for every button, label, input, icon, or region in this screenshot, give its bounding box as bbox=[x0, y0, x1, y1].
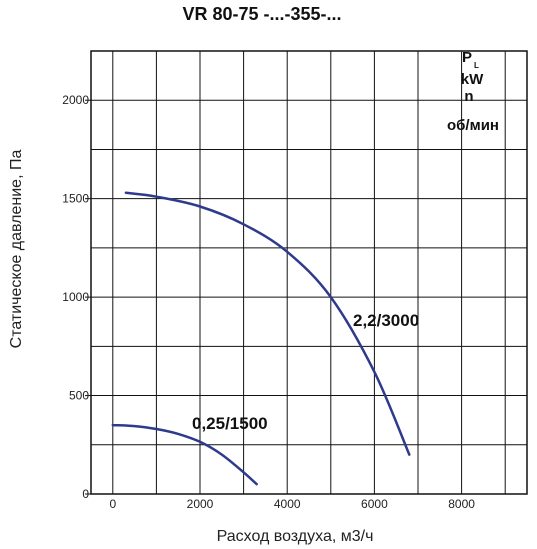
x-tick-label: 4000 bbox=[274, 497, 301, 511]
x-tick-label: 2000 bbox=[187, 497, 214, 511]
series-line-1 bbox=[111, 423, 258, 486]
y-tick-label: 2000 bbox=[62, 93, 89, 107]
x-axis-label: Расход воздуха, м3/ч bbox=[217, 528, 374, 545]
x-tick-label: 0 bbox=[109, 497, 116, 511]
legend-n: n bbox=[464, 88, 473, 105]
legend-pl: P bbox=[462, 49, 472, 66]
y-axis-label: Статическое давление, Па bbox=[8, 150, 25, 349]
chart-title: VR 80-75 -...-355-... bbox=[182, 4, 341, 24]
y-tick-label: 1500 bbox=[62, 192, 89, 206]
legend-header: P L kW n об/мин bbox=[447, 49, 499, 134]
x-tick-labels: 0 2000 4000 6000 8000 bbox=[109, 497, 475, 511]
legend-pl-subscript: L bbox=[474, 61, 479, 70]
x-tick-label: 8000 bbox=[448, 497, 475, 511]
plot-frame bbox=[90, 50, 528, 495]
series-label-2-2-3000: 2,2/3000 bbox=[353, 311, 419, 330]
series-line-0 bbox=[124, 191, 411, 456]
y-tick-label: 500 bbox=[69, 389, 89, 403]
y-tick-label: 1000 bbox=[62, 290, 89, 304]
x-tick-label: 6000 bbox=[361, 497, 388, 511]
legend-kw: kW bbox=[461, 71, 484, 88]
y-tick-label: 0 bbox=[82, 487, 89, 501]
y-tick-labels: 0 500 1000 1500 2000 bbox=[62, 93, 91, 501]
series-lines bbox=[111, 191, 411, 486]
series-label-0-25-1500: 0,25/1500 bbox=[192, 414, 268, 433]
legend-unit: об/мин bbox=[447, 117, 499, 134]
